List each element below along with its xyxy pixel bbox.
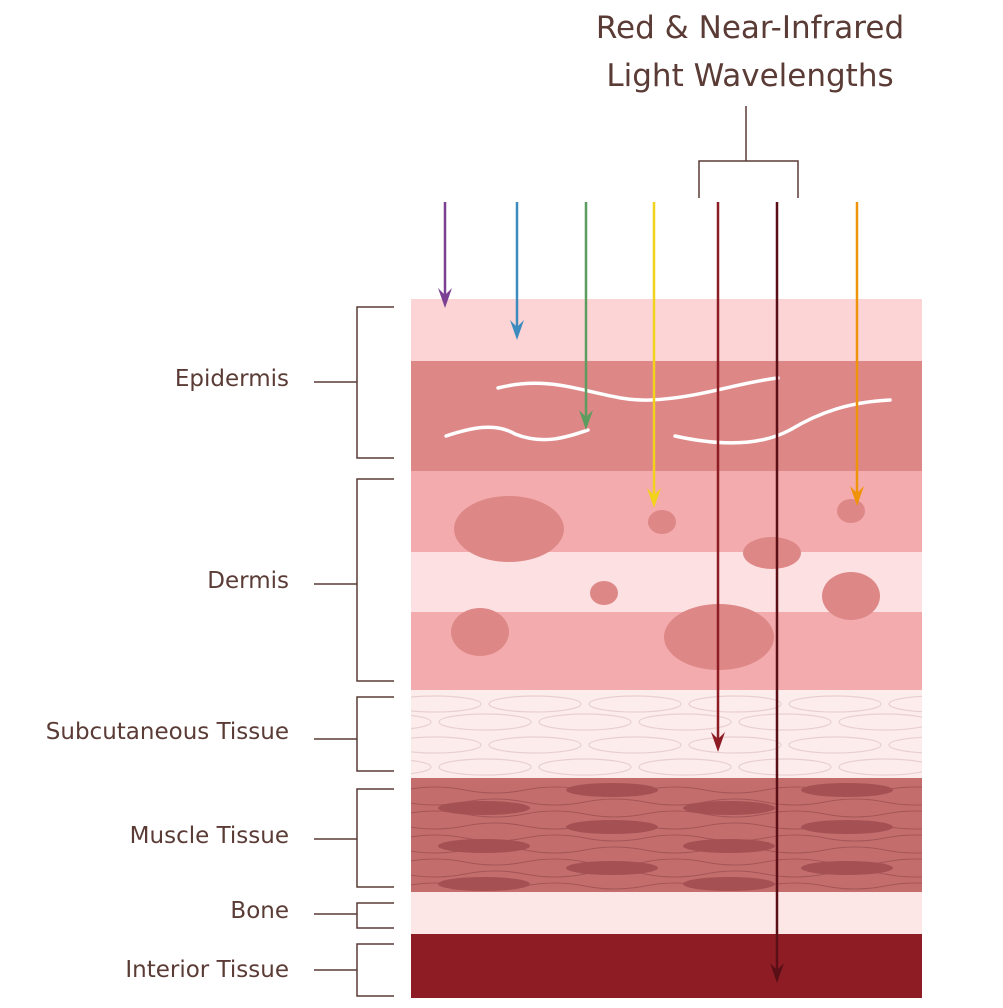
muscle-fiber — [566, 783, 658, 797]
fat-cell — [838, 758, 922, 776]
bone-layer — [411, 892, 922, 934]
light-arrow — [579, 202, 593, 430]
arrow-head — [770, 963, 784, 983]
fat-cell — [411, 736, 482, 754]
fat-cell — [488, 695, 582, 713]
arrow-head — [711, 732, 725, 752]
light-arrow — [510, 202, 524, 340]
fat-cell — [838, 713, 922, 731]
fat-cell — [411, 714, 432, 730]
fat-cell — [888, 736, 922, 754]
muscle-fiber — [683, 801, 775, 815]
epidermis-lower-layer — [411, 361, 922, 471]
fat-cell — [788, 736, 882, 754]
bracket-interior — [314, 943, 394, 997]
fat-cell — [638, 758, 732, 776]
light-arrow — [438, 202, 452, 308]
fat-cell — [738, 713, 832, 731]
label-muscle: Muscle Tissue — [129, 823, 289, 849]
muscle-fiber — [566, 820, 658, 834]
subcutaneous-layer — [411, 690, 922, 778]
light-arrow — [770, 202, 784, 983]
muscle-fiber — [438, 877, 530, 891]
dermis-cell — [648, 510, 676, 534]
fat-cell — [488, 736, 582, 754]
interior-tissue-layer — [411, 934, 922, 998]
muscle-fibers — [411, 783, 922, 891]
title-line-1: Red & Near-Infrared — [595, 10, 905, 46]
muscle-fiber — [683, 877, 775, 891]
fat-cell — [688, 695, 782, 713]
dermis-cell — [590, 581, 618, 605]
fat-cells — [411, 695, 922, 776]
light-arrow — [850, 202, 864, 506]
diagram-title: Red & Near-Infrared Light Wavelengths — [540, 4, 960, 100]
arrow-head — [579, 410, 593, 430]
arrow-head — [850, 486, 864, 506]
muscle-fiber — [801, 820, 893, 834]
epidermis-top-layer — [411, 299, 922, 361]
dermis-cell — [743, 537, 801, 569]
fat-cell — [738, 758, 832, 776]
arrow-head — [438, 288, 452, 308]
title-line-2: Light Wavelengths — [606, 58, 894, 94]
bracket-muscle — [314, 788, 394, 888]
fat-cell — [538, 758, 632, 776]
dermis-cell — [454, 496, 564, 562]
fat-cell — [788, 695, 882, 713]
muscle-fiber-line — [411, 810, 922, 818]
muscle-fiber — [683, 839, 775, 853]
label-subcutaneous: Subcutaneous Tissue — [45, 719, 289, 745]
fat-cell — [538, 713, 632, 731]
epidermis-wave — [444, 425, 590, 442]
bracket-subcutaneous — [314, 696, 394, 772]
fat-cell — [588, 736, 682, 754]
dermis-cell — [451, 608, 509, 656]
label-epidermis: Epidermis — [174, 366, 289, 392]
muscle-fiber — [566, 861, 658, 875]
dermis-cell — [822, 572, 880, 620]
fat-cell — [411, 695, 482, 713]
bracket-epidermis — [314, 306, 394, 459]
arrow-head — [510, 320, 524, 340]
fat-cell — [411, 759, 432, 775]
fat-cell — [688, 736, 782, 754]
muscle-fiber — [438, 801, 530, 815]
arrow-head — [647, 488, 661, 508]
muscle-fiber — [801, 861, 893, 875]
title-bracket — [698, 106, 799, 198]
light-arrow — [647, 202, 661, 508]
fat-cell — [438, 713, 532, 731]
fat-cell — [438, 758, 532, 776]
bracket-bone — [314, 902, 394, 929]
bracket-dermis — [314, 478, 394, 682]
epidermis-wave — [496, 376, 780, 402]
light-arrows — [438, 202, 864, 983]
dermis-cell — [837, 499, 865, 523]
fat-cell — [588, 695, 682, 713]
label-interior: Interior Tissue — [125, 957, 289, 983]
muscle-fiber-line — [411, 798, 922, 806]
label-dermis: Dermis — [207, 568, 289, 594]
muscle-fiber — [801, 783, 893, 797]
fat-cell — [638, 713, 732, 731]
fat-cell — [888, 695, 922, 713]
light-arrow — [711, 202, 725, 752]
label-bone: Bone — [230, 898, 289, 924]
muscle-fiber — [438, 839, 530, 853]
